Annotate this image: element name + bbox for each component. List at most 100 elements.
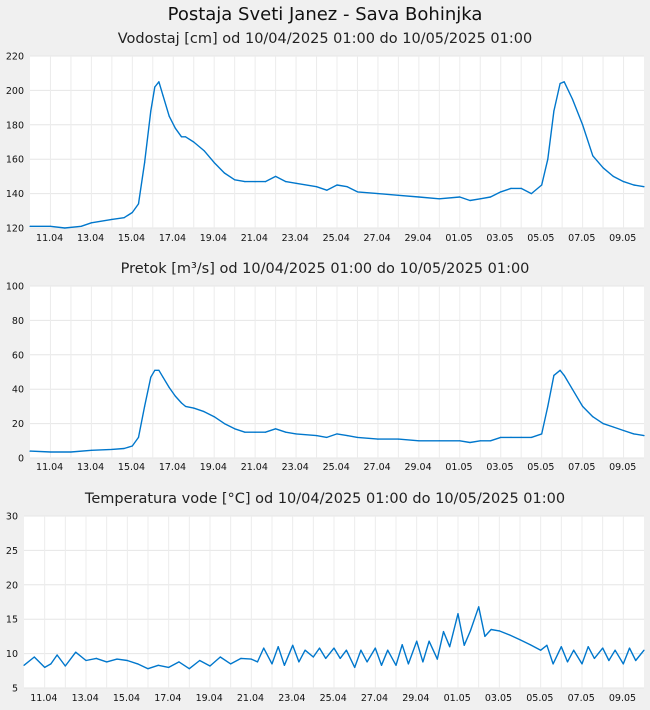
discharge-data-point: [213, 416, 215, 418]
water-temperature-data-point: [519, 639, 521, 641]
water-level-x-tick-label: 03.05: [486, 233, 513, 244]
water-temperature-data-point: [318, 647, 321, 649]
water-temperature-x-tick-label: 09.05: [609, 693, 636, 704]
water-temperature-data-point: [178, 661, 180, 663]
water-temperature-x-tick-label: 23.04: [278, 693, 305, 704]
water-level-data-point: [162, 95, 164, 97]
water-level-data-point: [633, 184, 635, 186]
water-temperature-data-point: [428, 640, 430, 642]
water-level-data-point: [315, 186, 318, 188]
discharge-data-point: [541, 433, 543, 435]
water-temperature-x-tick-label: 29.04: [402, 693, 429, 704]
water-temperature-data-point: [137, 663, 139, 665]
water-temperature-data-point: [292, 644, 294, 646]
water-level-data-point: [80, 225, 82, 227]
discharge-data-point: [158, 369, 160, 371]
water-temperature-data-point: [602, 647, 604, 649]
water-temperature-data-point: [560, 646, 562, 648]
water-level-data-point: [563, 81, 565, 83]
water-temperature-x-tick-label: 21.04: [237, 693, 264, 704]
water-level-x-tick-label: 07.05: [568, 233, 595, 244]
water-temperature-x-tick-label: 15.04: [113, 693, 140, 704]
discharge-data-point: [356, 436, 359, 438]
water-temperature-data-point: [449, 646, 451, 648]
water-level-data-point: [123, 217, 125, 219]
water-temperature-data-point: [442, 631, 445, 633]
water-level-data-point: [150, 110, 152, 112]
water-level-data-point: [622, 181, 625, 183]
discharge-x-tick-label: 23.04: [282, 462, 309, 473]
discharge-data-point: [633, 433, 635, 435]
water-temperature-x-tick-label: 27.04: [361, 693, 388, 704]
discharge-data-point: [459, 440, 461, 442]
water-level-x-tick-label: 27.04: [364, 233, 391, 244]
water-level-data-point: [213, 162, 215, 164]
water-temperature-y-tick-label: 5: [12, 684, 18, 695]
water-temperature-y-tick-label: 15: [6, 615, 18, 626]
water-level-data-point: [582, 124, 584, 126]
discharge-data-point: [336, 433, 338, 435]
water-temperature-data-point: [581, 663, 583, 665]
chart-title-water-level: Vodostaj [cm] od 10/04/2025 01:00 do 10/…: [117, 31, 533, 47]
water-temperature-x-tick-label: 01.05: [444, 693, 471, 704]
water-temperature-data-point: [50, 663, 52, 665]
discharge-data-point: [479, 440, 481, 442]
discharge-data-point: [285, 431, 287, 433]
page-title: Postaja Sveti Janez - Sava Bohinjka: [167, 4, 483, 25]
water-level-data-point: [592, 155, 594, 157]
water-temperature-data-point: [540, 649, 542, 651]
water-level-data-point: [203, 150, 205, 152]
discharge-data-point: [622, 429, 625, 432]
water-temperature-x-tick-label: 05.05: [526, 693, 553, 704]
discharge-data-point: [418, 440, 420, 442]
water-level-x-tick-label: 11.04: [36, 233, 63, 244]
water-temperature-data-point: [457, 613, 459, 615]
discharge-data-point: [70, 451, 72, 453]
water-level-data-point: [336, 184, 338, 186]
water-temperature-data-point: [546, 644, 548, 646]
water-level-data-point: [264, 181, 266, 183]
water-temperature-data-point: [366, 661, 368, 663]
water-level-y-tick-label: 200: [6, 86, 24, 97]
discharge-y-tick-label: 60: [12, 350, 24, 361]
discharge-x-tick-label: 09.05: [609, 462, 636, 473]
water-temperature-data-point: [608, 659, 610, 662]
water-temperature-data-point: [416, 640, 418, 642]
water-temperature-data-point: [250, 658, 252, 660]
water-level-data-point: [144, 162, 146, 164]
discharge-x-tick-label: 27.04: [364, 462, 391, 473]
water-level-data-point: [111, 218, 113, 220]
discharge-data-point: [571, 388, 574, 390]
discharge-data-point: [49, 451, 52, 453]
water-temperature-data-point: [566, 661, 569, 663]
discharge-data-point: [131, 445, 133, 447]
water-temperature-data-point: [271, 663, 273, 665]
discharge-data-point: [346, 435, 348, 437]
water-level-data-point: [49, 225, 52, 227]
water-temperature-data-point: [312, 656, 314, 658]
water-temperature-data-point: [380, 664, 383, 666]
discharge-data-point: [397, 438, 399, 440]
water-temperature-data-point: [157, 664, 159, 666]
discharge-data-point: [559, 369, 561, 371]
water-temperature-data-point: [478, 606, 480, 608]
discharge-y-tick-label: 80: [12, 316, 24, 327]
discharge-x-tick-label: 01.05: [445, 462, 472, 473]
discharge-data-point: [184, 405, 187, 407]
water-temperature-data-point: [387, 649, 389, 651]
water-level-x-tick-label: 05.05: [527, 233, 554, 244]
water-level-y-tick-label: 140: [6, 189, 24, 200]
discharge-data-point: [489, 440, 492, 442]
water-temperature-data-point: [509, 634, 511, 636]
water-temperature-data-point: [33, 656, 35, 658]
water-level-data-point: [559, 82, 561, 85]
water-temperature-data-point: [354, 666, 356, 669]
water-temperature-data-point: [635, 659, 637, 662]
water-temperature-y-tick-label: 10: [6, 649, 18, 660]
discharge-data-point: [254, 431, 256, 433]
water-level-data-point: [168, 115, 170, 117]
discharge-y-tick-label: 20: [12, 419, 24, 430]
water-temperature-data-point: [395, 664, 397, 666]
discharge-data-point: [377, 438, 379, 440]
water-level-data-point: [131, 211, 133, 214]
